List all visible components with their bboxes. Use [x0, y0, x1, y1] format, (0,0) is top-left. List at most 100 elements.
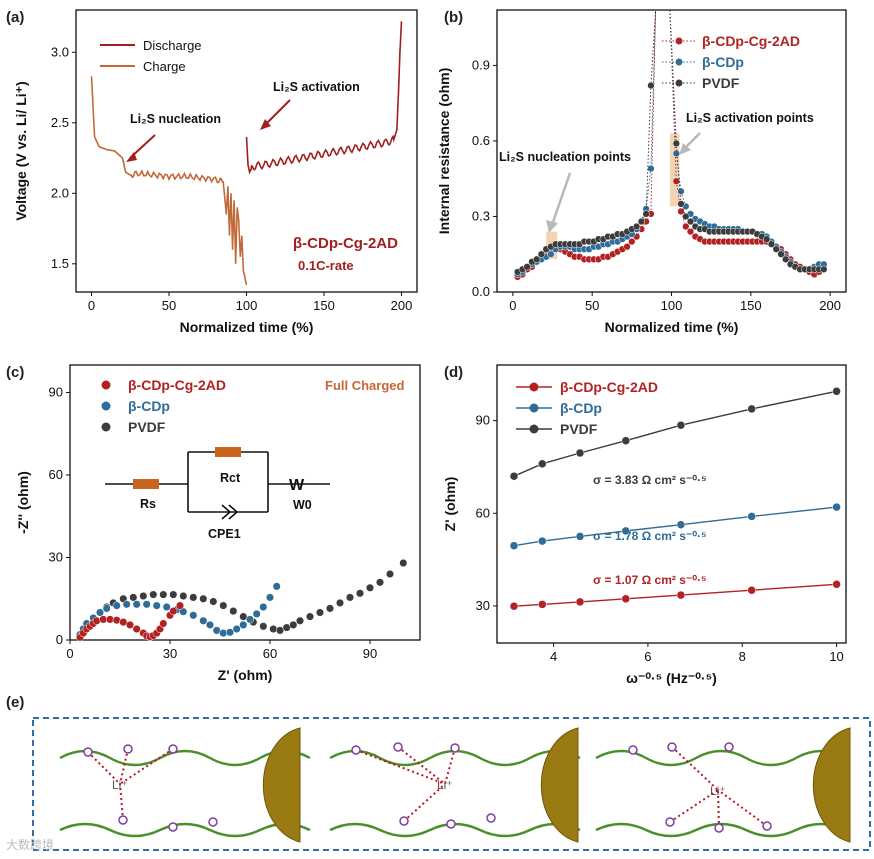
series-pvdf-point	[365, 583, 375, 592]
lithium-ion-label: Li⁺	[437, 778, 453, 792]
series-pvdf-point	[375, 578, 385, 587]
series-pvdf-point	[538, 459, 547, 469]
y-tick-label: 3.0	[51, 44, 69, 59]
panel-label-e: (e)	[6, 694, 24, 711]
x-tick-label: 200	[391, 298, 413, 313]
series-cdp-point	[647, 164, 655, 173]
watermark: 大数跨境	[6, 838, 55, 852]
polymer-chain-top	[595, 749, 847, 767]
oxygen-atom	[83, 747, 93, 757]
chart-a-voltage-profile: 0 50 100 150 200 1.5 2.0 2.5 3.0 Normalized time …	[13, 9, 418, 335]
series-pvdf-point	[345, 593, 355, 602]
x-axis-label: Normalized time (%)	[180, 319, 314, 335]
legend-marker	[101, 422, 111, 432]
polymer-chain-top	[59, 749, 311, 767]
series-cdp-cg-2ad-line	[513, 583, 837, 607]
annotation-sample: β-CDp-Cg-2AD	[293, 235, 398, 252]
coordination-bond	[119, 748, 174, 785]
series-pvdf-point	[229, 607, 238, 616]
cpe-symbol	[221, 504, 232, 520]
series-pvdf-point	[355, 589, 365, 598]
series-cdp-cg-2ad-point	[159, 619, 168, 628]
y-tick-label: 1.5	[51, 256, 69, 271]
y-tick-label: 90	[476, 413, 490, 428]
x-tick-label: 100	[661, 298, 683, 313]
highlight-activation	[669, 133, 680, 207]
annotation-sigma-cdp-cg-2ad: σ = 1.07 Ω cm² s⁻⁰·⁵	[593, 573, 707, 587]
series-pvdf-point	[159, 590, 168, 599]
y-axis-label: Voltage (V vs. Li/ Li⁺)	[13, 81, 29, 220]
annotation-activation: Li₂S activation	[273, 80, 360, 94]
series-pvdf-point	[179, 591, 188, 601]
series-cdp-cg-2ad-point	[686, 227, 695, 236]
series-pvdf-point	[509, 471, 519, 481]
series-pvdf-point	[763, 235, 771, 243]
arrowhead-activation	[679, 143, 691, 155]
series-cdp-point	[219, 629, 228, 638]
x-tick-label: 200	[819, 298, 841, 313]
x-tick-label: 60	[263, 646, 277, 661]
y-tick-label: 60	[476, 505, 490, 520]
lithium-ion-label: Li⁺	[112, 778, 128, 792]
series-pvdf-point	[199, 594, 208, 603]
series-pvdf-point	[305, 612, 315, 621]
label-w0: W0	[293, 498, 312, 512]
panel-label-a: (a)	[6, 9, 24, 26]
series-cdp-point	[677, 187, 685, 195]
series-cdp-point	[132, 600, 141, 609]
y-axis-label: -Z'' (ohm)	[15, 471, 31, 534]
arrow-activation	[684, 132, 701, 149]
particle-sphere	[812, 727, 851, 843]
y-tick-label: 0.3	[472, 208, 490, 223]
label-w: W	[289, 477, 305, 494]
coordination-bond	[717, 789, 768, 827]
x-axis-label: ω⁻⁰·⁵ (Hz⁻⁰·⁵)	[626, 670, 717, 686]
arrowhead-nucleation	[126, 152, 137, 162]
legend-charge-label: Charge	[143, 59, 186, 74]
legend-marker	[101, 380, 111, 390]
series-cdp-point	[272, 582, 281, 591]
series-pvdf-point	[637, 217, 646, 226]
y-tick-label: 2.5	[51, 115, 69, 130]
series-cdp-point	[832, 502, 841, 512]
series-pvdf-point	[189, 593, 198, 602]
series-cdp-point	[205, 620, 215, 629]
x-tick-label: 30	[163, 646, 177, 661]
oxygen-atom	[393, 742, 403, 752]
arrow-activation	[264, 99, 291, 126]
series-cdp-cg-2ad-point	[832, 580, 841, 589]
oxygen-atom	[168, 822, 178, 832]
panel-label-b: (b)	[444, 9, 463, 26]
series-pvdf-point	[399, 558, 408, 568]
legend-marker	[529, 403, 539, 413]
annotation-sigma-pvdf: σ = 3.83 Ω cm² s⁻⁰·⁵	[593, 473, 707, 487]
series-cdp-point	[199, 616, 208, 625]
series-cdp-point	[252, 609, 261, 618]
legend-label: β-CDp-Cg-2AD	[128, 377, 226, 393]
series-cdp-point	[245, 615, 255, 624]
series-cdp-point	[95, 608, 105, 617]
series-pvdf-point	[537, 250, 546, 258]
annotation-nucleation: Li₂S nucleation points	[499, 150, 631, 164]
x-tick-label: 150	[740, 298, 762, 313]
legend-marker	[101, 401, 111, 411]
polymer-chain-bottom	[59, 822, 311, 838]
series-cdp-point	[621, 526, 631, 536]
series-cdp-point	[162, 602, 171, 612]
series-pvdf-point	[219, 601, 228, 610]
series-cdp-point	[509, 541, 519, 550]
label-rs: Rs	[140, 497, 156, 511]
schematic-frame	[32, 717, 871, 851]
series-pvdf-point	[642, 210, 650, 218]
polymer-chain-top	[329, 749, 581, 767]
annotation-sigma-cdp: σ = 1.78 Ω cm² s⁻⁰·⁵	[593, 529, 707, 543]
x-axis-label: Z' (ohm)	[218, 667, 273, 683]
series-pvdf-point	[523, 263, 531, 271]
series-pvdf-point	[289, 620, 298, 629]
x-tick-label: 90	[363, 646, 377, 661]
legend-discharge-label: Discharge	[143, 38, 202, 53]
x-tick-label: 50	[162, 298, 176, 313]
y-tick-label: 0	[56, 632, 63, 647]
oxygen-atom	[628, 745, 638, 755]
x-tick-label: 10	[829, 649, 843, 664]
